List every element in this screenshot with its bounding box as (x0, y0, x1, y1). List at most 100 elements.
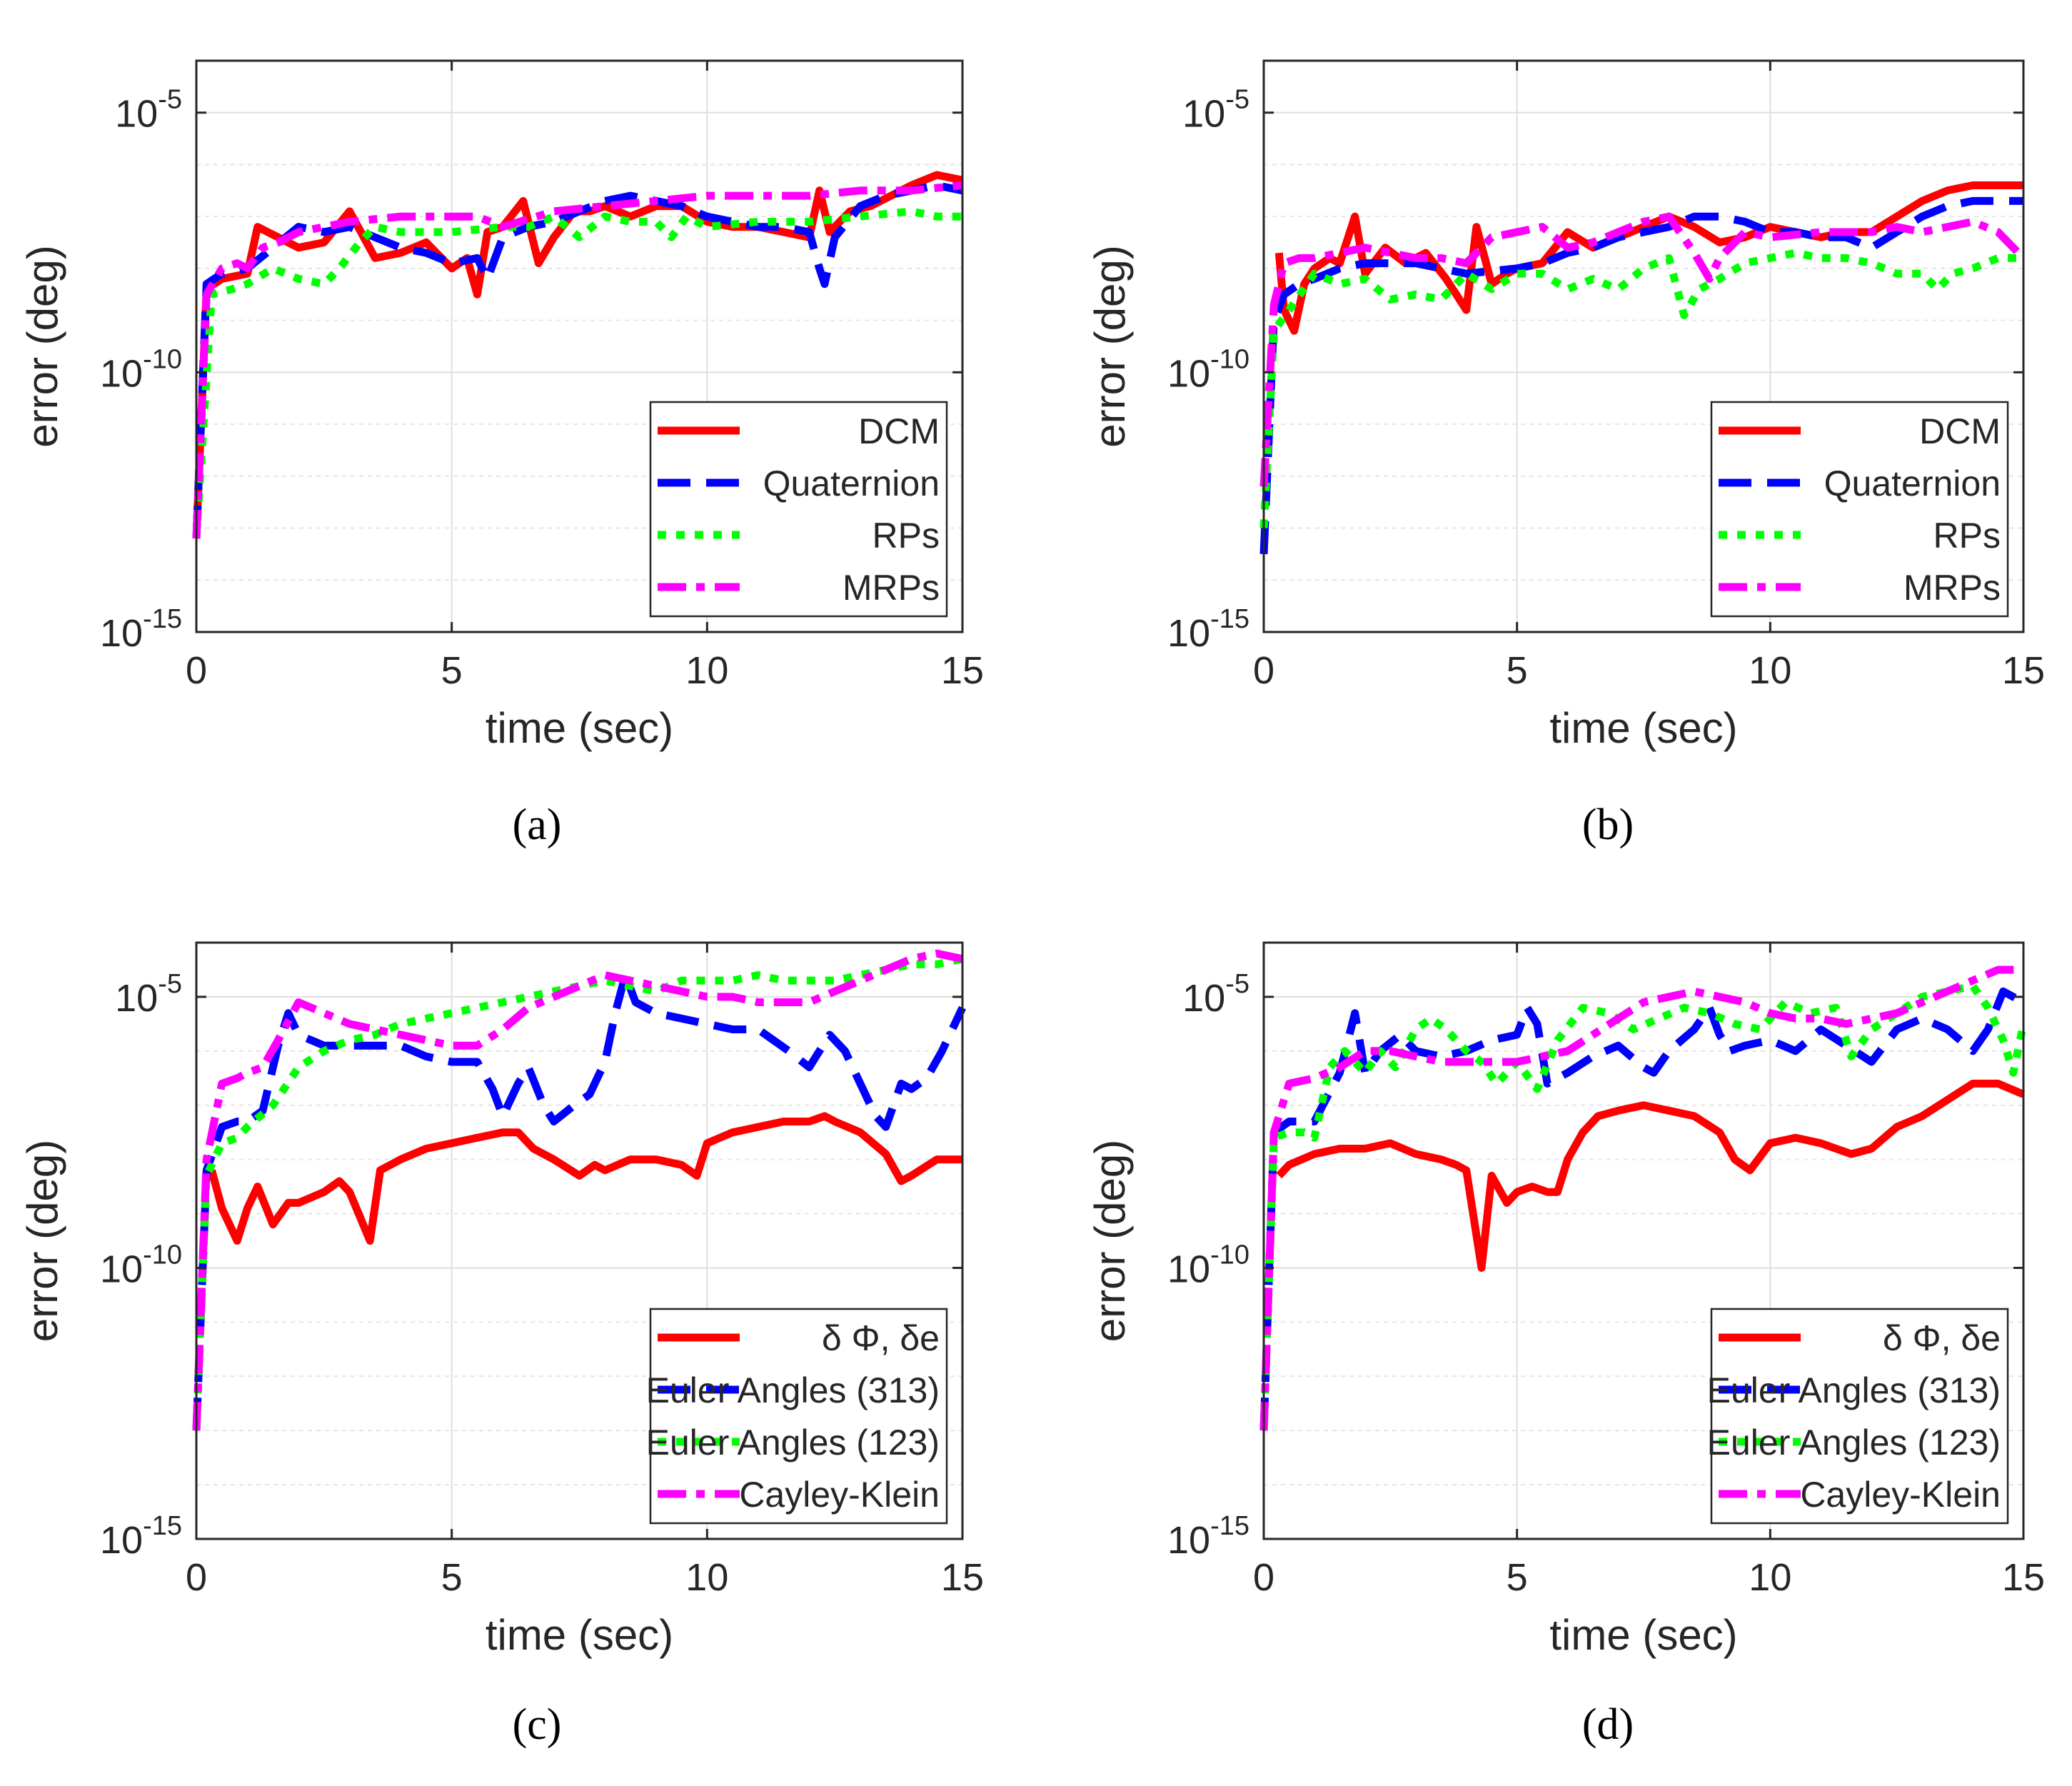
panel-caption: (d) (1582, 1700, 1634, 1749)
y-tick-base: 10 (1167, 352, 1210, 395)
series-group (1259, 181, 2026, 555)
y-tick-label: 10-15 (1167, 1511, 1249, 1562)
x-tick-label: 5 (441, 649, 463, 692)
y-tick-exponent: -15 (143, 604, 182, 634)
series-line-4 (192, 181, 963, 539)
series-group (192, 949, 966, 1431)
x-axis-label: time (sec) (486, 704, 673, 752)
x-tick-label: 5 (441, 1556, 463, 1599)
y-axis-label: error (deg) (1086, 1140, 1134, 1342)
y-tick-label: 10-10 (100, 1240, 182, 1290)
legend-entry-1: DCM (858, 411, 940, 451)
legend-entry-3: RPs (872, 516, 940, 556)
x-tick-label: 5 (1507, 1556, 1528, 1599)
axes-box (1262, 59, 2025, 633)
legend-entry-4: MRPs (843, 568, 940, 608)
x-tick-label: 0 (1253, 649, 1274, 692)
y-tick-base: 10 (115, 977, 158, 1020)
x-tick-label: 0 (186, 1556, 207, 1599)
y-tick-label: 10-10 (1167, 344, 1249, 395)
legend-entry-3: Euler Angles (123) (1707, 1423, 2001, 1463)
series-group (1259, 965, 2028, 1431)
legend-entry-4: Cayley-Klein (739, 1475, 940, 1515)
y-tick-label: 10-15 (100, 1511, 182, 1562)
y-tick-exponent: -10 (1210, 1240, 1249, 1270)
series-line-1 (1276, 1079, 2026, 1272)
y-tick-exponent: -10 (143, 344, 182, 374)
x-tick-label: 0 (186, 649, 207, 692)
legend-entry-2: Quaternion (1824, 463, 2001, 503)
legend-entry-3: Euler Angles (123) (646, 1423, 940, 1463)
x-tick-label: 15 (2002, 1556, 2045, 1599)
axes-box (1262, 941, 2025, 1540)
y-tick-label: 10-5 (115, 969, 182, 1020)
legend-entry-3: RPs (1933, 516, 2001, 556)
x-axis-label: time (sec) (1549, 704, 1737, 752)
y-tick-base: 10 (1182, 93, 1225, 136)
y-tick-exponent: -5 (158, 969, 182, 999)
legend-entry-2: Quaternion (763, 463, 940, 503)
legend-box (649, 401, 948, 618)
y-tick-exponent: -5 (1225, 85, 1249, 115)
series-line-3 (1259, 982, 2028, 1431)
axes-box (195, 59, 964, 633)
x-tick-label: 10 (685, 1556, 728, 1599)
y-tick-exponent: -15 (1210, 604, 1249, 634)
y-tick-label: 10-15 (1167, 604, 1249, 655)
legend-box (1710, 1308, 2009, 1525)
series-line-2 (1259, 196, 2023, 555)
y-tick-base: 10 (1167, 1248, 1210, 1290)
x-tick-label: 10 (685, 649, 728, 692)
y-tick-label: 10-10 (1167, 1240, 1249, 1290)
y-tick-base: 10 (100, 352, 143, 395)
legend: δ Φ, δe Euler Angles (313) Euler Angles (1… (646, 1308, 948, 1525)
y-tick-label: 10-10 (100, 344, 182, 395)
x-tick-label: 10 (1749, 649, 1791, 692)
legend-entry-1: δ Φ, δe (822, 1318, 940, 1358)
legend-entry-4: Cayley-Klein (1800, 1475, 2001, 1515)
y-tick-base: 10 (100, 1519, 143, 1562)
y-axis-label: error (deg) (19, 245, 66, 447)
series-line-4 (192, 949, 964, 1431)
legend-entry-1: DCM (1919, 411, 2001, 451)
y-tick-base: 10 (100, 1248, 143, 1290)
series-line-2 (1259, 987, 2026, 1431)
y-tick-exponent: -10 (1210, 344, 1249, 374)
panel-caption: (b) (1582, 801, 1634, 849)
x-tick-label: 15 (941, 1556, 984, 1599)
legend-box (649, 1308, 948, 1525)
series-line-4 (1259, 212, 2026, 487)
x-axis-label: time (sec) (1549, 1611, 1737, 1659)
y-tick-exponent: -10 (143, 1240, 182, 1270)
series-group (192, 171, 964, 539)
series-line-1 (208, 1112, 962, 1245)
y-tick-base: 10 (1182, 977, 1225, 1020)
axes-box (195, 941, 964, 1540)
y-tick-exponent: -15 (1210, 1511, 1249, 1541)
legend: δ Φ, δe Euler Angles (313) Euler Angles (1… (1707, 1308, 2009, 1525)
panel-caption: (c) (513, 1700, 562, 1749)
legend-entry-2: Euler Angles (313) (646, 1370, 940, 1410)
y-axis-label: error (deg) (1086, 245, 1134, 447)
y-tick-label: 10-5 (1182, 85, 1249, 136)
series-line-4 (1259, 965, 2023, 1431)
legend-entry-2: Euler Angles (313) (1707, 1370, 2001, 1410)
y-axis-label: error (deg) (19, 1140, 66, 1342)
y-tick-exponent: -15 (143, 1511, 182, 1541)
y-tick-label: 10-5 (115, 85, 182, 136)
series-line-1 (1274, 181, 2023, 335)
series-line-2 (192, 971, 966, 1431)
panel-caption: (a) (513, 801, 562, 849)
legend: DCM Quaternion RPs MRPs (1710, 401, 2009, 618)
y-tick-base: 10 (1167, 1519, 1210, 1562)
y-tick-label: 10-5 (1182, 969, 1249, 1020)
x-tick-label: 15 (2002, 649, 2045, 692)
y-tick-exponent: -5 (158, 85, 182, 115)
x-tick-label: 0 (1253, 1556, 1274, 1599)
series-line-3 (192, 955, 964, 1431)
y-tick-base: 10 (1167, 612, 1210, 655)
